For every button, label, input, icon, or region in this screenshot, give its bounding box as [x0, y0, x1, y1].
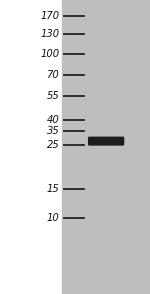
Text: 130: 130: [40, 29, 59, 39]
Bar: [0, 0, 62, 294]
Text: 10: 10: [46, 213, 59, 223]
Text: 15: 15: [46, 184, 59, 194]
Text: 100: 100: [40, 49, 59, 59]
Text: 25: 25: [46, 140, 59, 150]
Text: 55: 55: [46, 91, 59, 101]
Text: 170: 170: [40, 11, 59, 21]
Bar: [62, 0, 150, 294]
Text: 35: 35: [46, 126, 59, 136]
Text: 40: 40: [46, 115, 59, 125]
Text: 70: 70: [46, 70, 59, 80]
FancyBboxPatch shape: [89, 137, 124, 145]
